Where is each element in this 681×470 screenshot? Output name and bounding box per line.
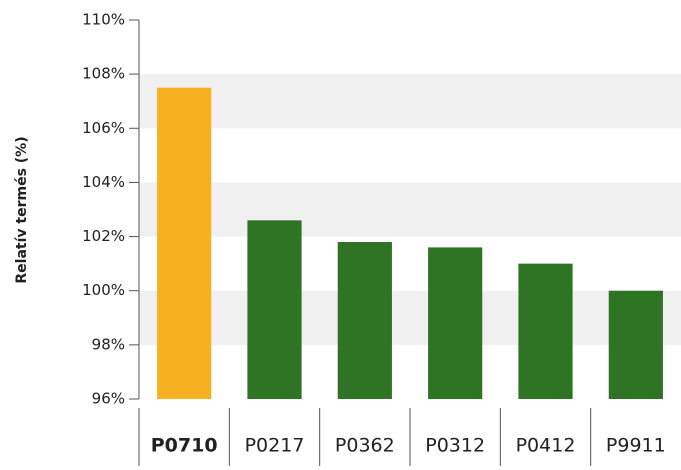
bar: [247, 220, 302, 399]
bar: [518, 263, 573, 399]
x-tick-label: P0217: [245, 435, 305, 457]
grid-band: [139, 290, 681, 345]
x-tick-label: P0312: [425, 435, 485, 457]
y-tick-label: 96%: [92, 390, 125, 408]
grid-band: [139, 74, 681, 129]
y-tick-label: 104%: [82, 173, 125, 191]
y-tick-label: 110%: [82, 11, 125, 29]
bar: [428, 247, 483, 399]
y-tick-label: 100%: [82, 281, 125, 299]
y-tick-label: 102%: [82, 227, 125, 245]
x-tick-label: P0710: [151, 435, 218, 457]
bar: [337, 241, 392, 399]
x-tick-label: P0412: [516, 435, 576, 457]
bar: [157, 87, 212, 399]
grid-band: [139, 20, 681, 75]
x-tick-label: P9911: [606, 435, 666, 457]
y-tick-label: 108%: [82, 65, 125, 83]
grid-band: [139, 344, 681, 399]
bar: [608, 290, 663, 399]
grid-band: [139, 236, 681, 291]
grid-band: [139, 128, 681, 183]
y-tick-label: 106%: [82, 119, 125, 137]
y-tick-label: 98%: [92, 335, 125, 353]
grid-band: [139, 182, 681, 237]
y-axis-label: Relatív termés (%): [14, 136, 30, 283]
x-tick-label: P0362: [335, 435, 395, 457]
